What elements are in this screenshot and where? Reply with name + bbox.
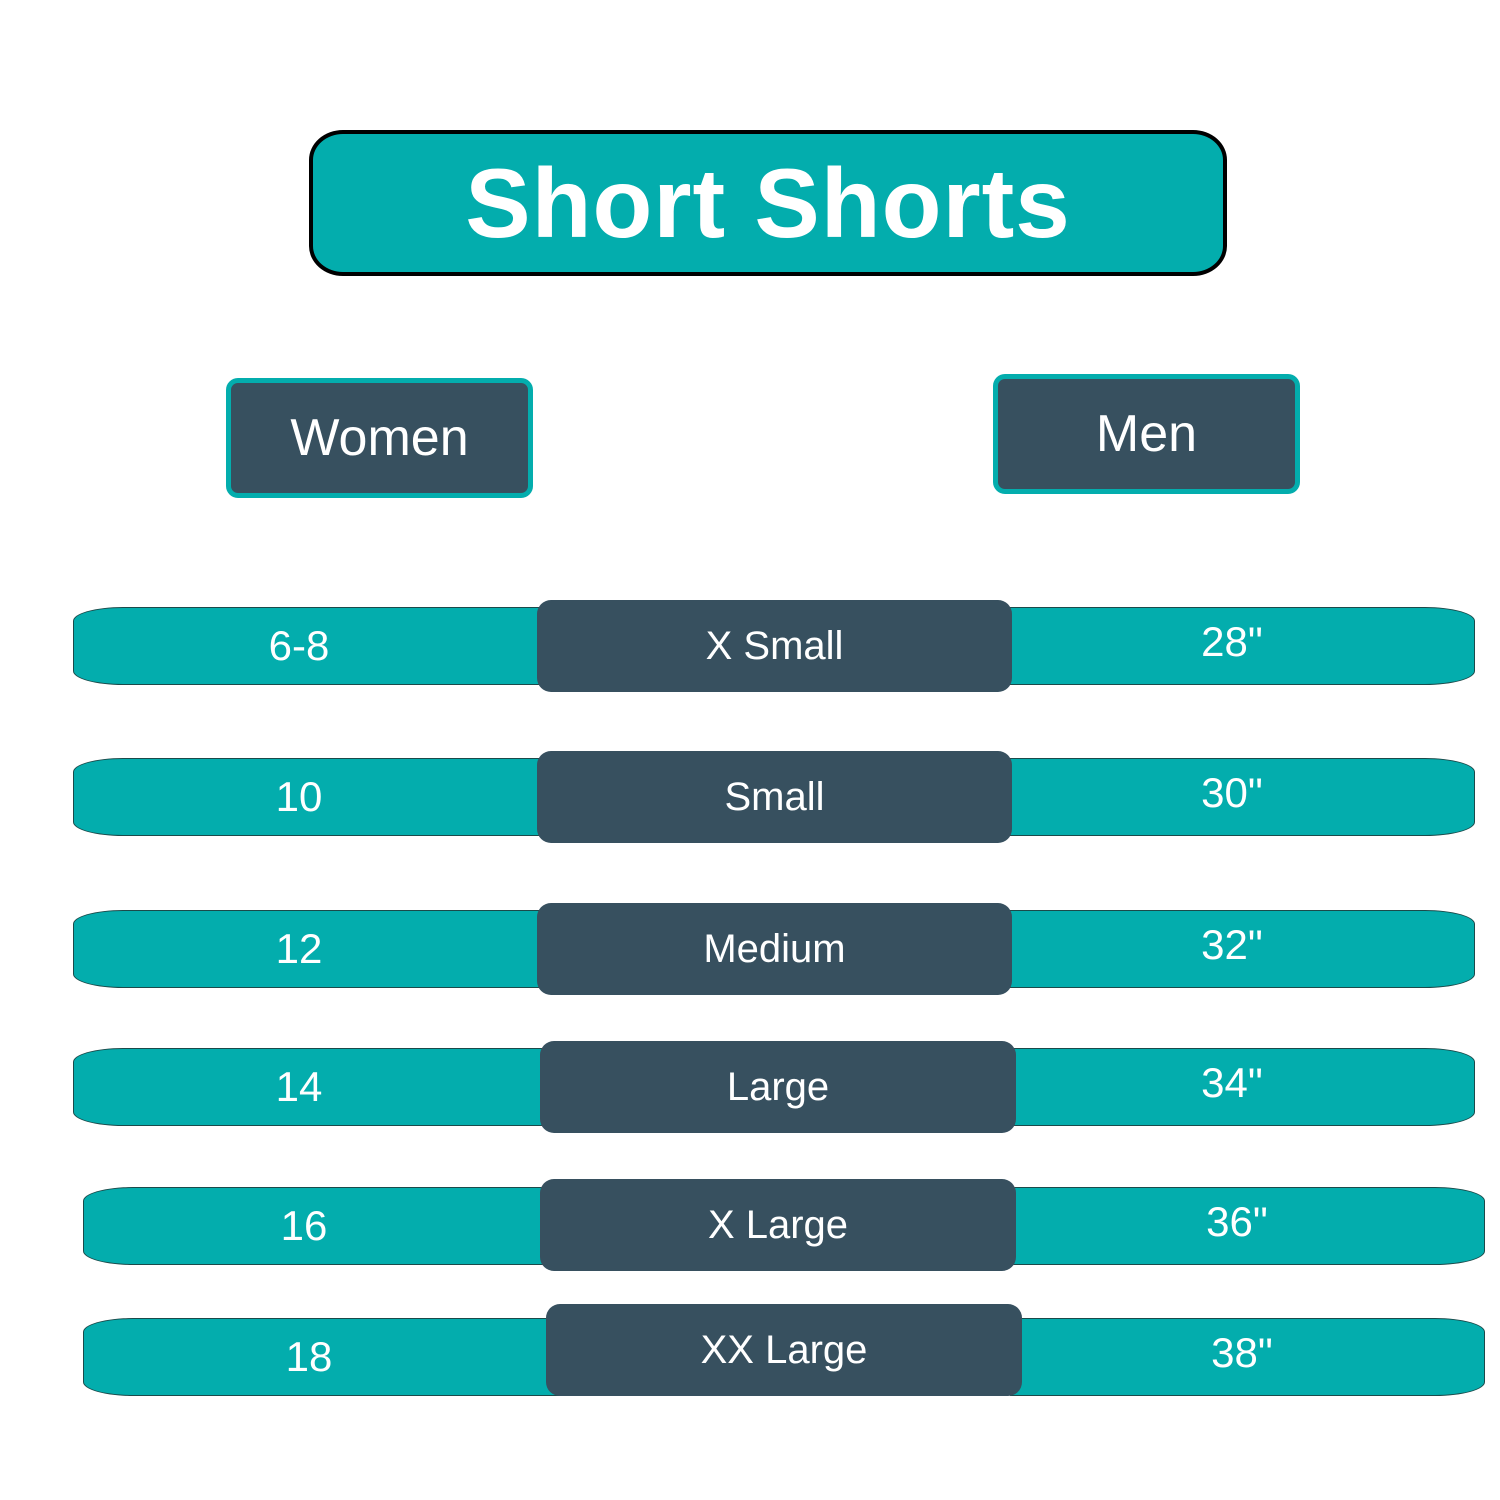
men-waist: 30" (1201, 769, 1263, 816)
title-banner: Short Shorts (309, 130, 1227, 276)
women-size: 12 (275, 925, 323, 972)
women-size-band: 14 (73, 1048, 554, 1126)
women-size-band: 6-8 (73, 607, 554, 685)
size-row: 18 38" XX Large (0, 1304, 1500, 1404)
size-label: Medium (537, 903, 1012, 995)
men-header: Men (993, 374, 1300, 494)
size-row: 6-8 28" X Small (0, 600, 1500, 700)
size-row: 12 32" Medium (0, 903, 1500, 1003)
men-waist: 28" (1201, 618, 1263, 665)
women-size-band: 10 (73, 758, 554, 836)
size-row: 10 30" Small (0, 751, 1500, 851)
size-row: 16 36" X Large (0, 1179, 1500, 1279)
size-label: X Large (540, 1179, 1016, 1271)
women-size: 10 (275, 773, 323, 820)
women-size: 14 (275, 1063, 323, 1110)
women-size: 6-8 (268, 622, 330, 669)
men-waist: 32" (1201, 921, 1263, 968)
men-size-band: 30" (1000, 758, 1475, 836)
size-label: XX Large (546, 1304, 1022, 1396)
men-waist: 34" (1201, 1059, 1263, 1106)
page-title: Short Shorts (465, 147, 1071, 258)
size-label: Small (537, 751, 1012, 843)
women-size: 16 (280, 1202, 328, 1249)
women-size-band: 16 (83, 1187, 554, 1265)
women-size-band: 12 (73, 910, 554, 988)
size-label: X Small (537, 600, 1012, 692)
size-row: 14 34" Large (0, 1041, 1500, 1141)
women-size: 18 (285, 1333, 333, 1380)
men-waist: 36" (1206, 1198, 1268, 1245)
size-label: Large (540, 1041, 1016, 1133)
men-size-band: 34" (1000, 1048, 1475, 1126)
men-size-band: 32" (1000, 910, 1475, 988)
men-size-band: 28" (1000, 607, 1475, 685)
men-waist: 38" (1211, 1329, 1273, 1376)
women-header: Women (226, 378, 533, 498)
men-size-band: 36" (1000, 1187, 1485, 1265)
men-size-band: 38" (1010, 1318, 1485, 1396)
women-size-band: 18 (83, 1318, 564, 1396)
